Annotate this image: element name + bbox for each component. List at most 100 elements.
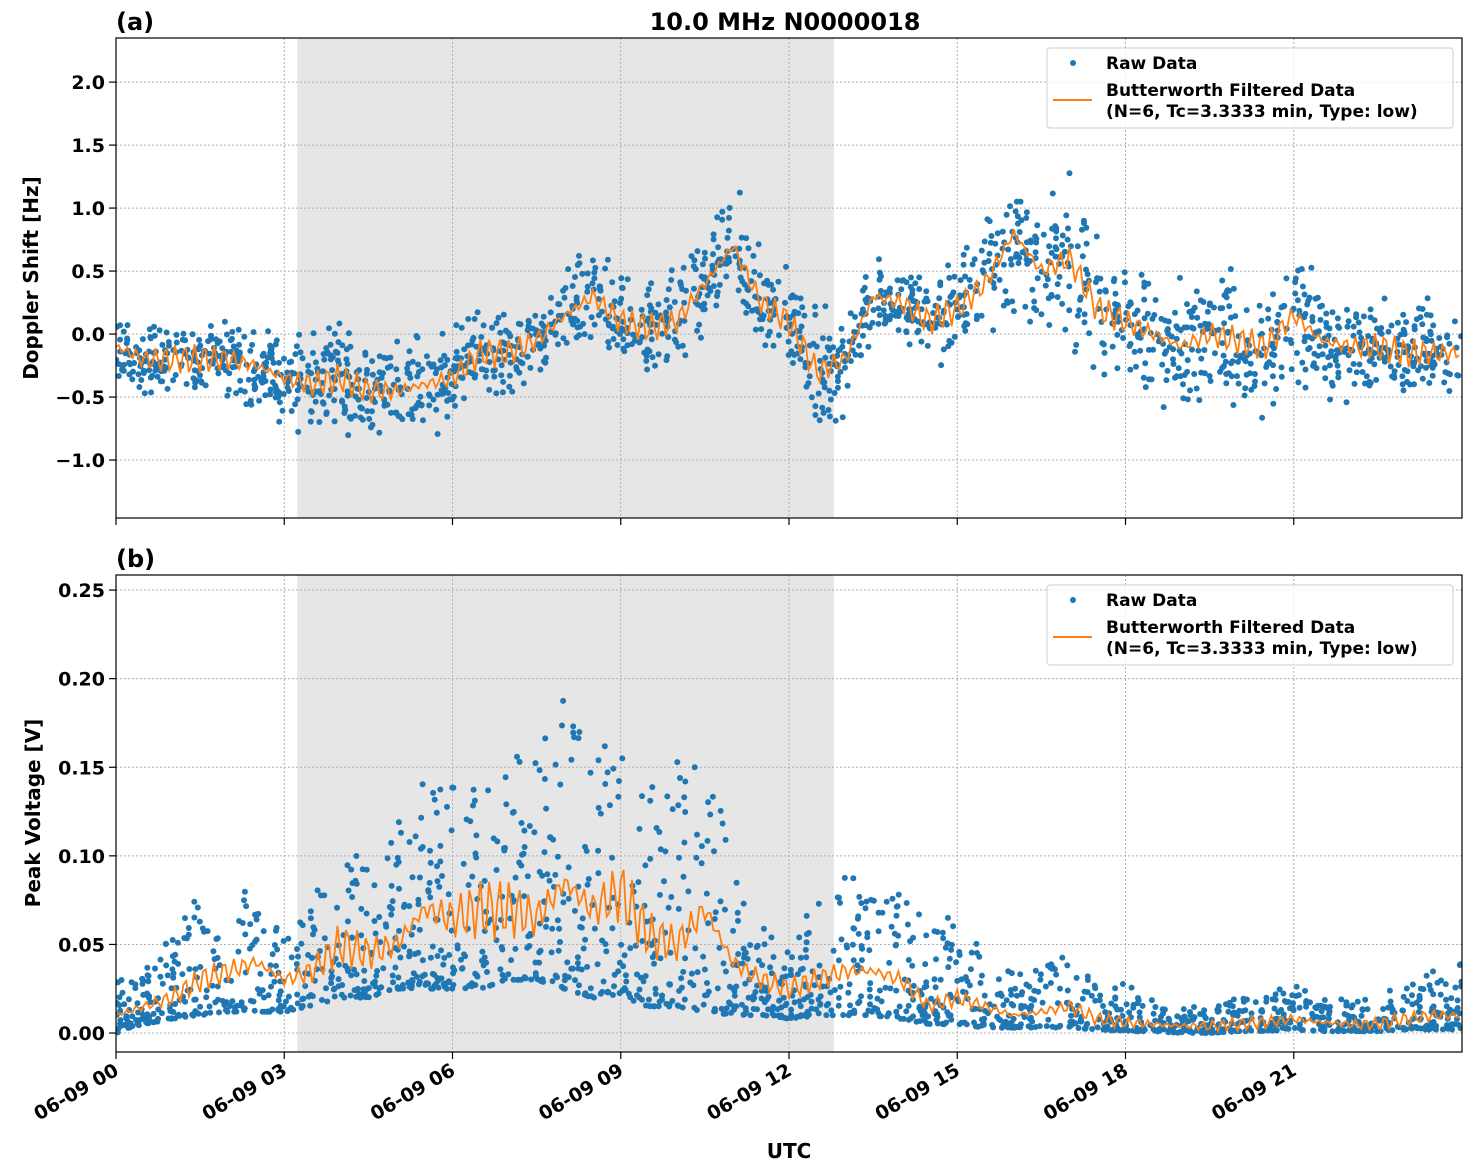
raw-data-point [893, 987, 900, 994]
raw-data-point [602, 781, 609, 787]
raw-data-point [1447, 371, 1453, 378]
raw-data-point [521, 974, 528, 981]
raw-data-point [1108, 1000, 1115, 1007]
raw-data-point [230, 343, 237, 350]
raw-data-point [363, 910, 370, 917]
raw-data-point [1180, 395, 1187, 402]
raw-data-point [950, 923, 957, 930]
raw-data-point [784, 949, 791, 956]
raw-data-point [1063, 212, 1070, 219]
raw-data-point [285, 935, 292, 942]
raw-data-point [406, 839, 413, 845]
raw-data-point [116, 1000, 120, 1007]
raw-data-point [1135, 1028, 1142, 1035]
raw-data-point [710, 283, 717, 290]
raw-data-point [380, 965, 387, 972]
raw-data-point [135, 371, 142, 378]
raw-data-point [1305, 297, 1312, 304]
raw-data-point [276, 399, 283, 406]
raw-data-point [1409, 981, 1416, 988]
raw-data-point [388, 911, 395, 918]
raw-data-point [273, 962, 279, 969]
raw-data-point [1148, 997, 1155, 1004]
raw-data-point [915, 327, 922, 334]
raw-data-point [361, 967, 368, 974]
raw-data-point [182, 998, 189, 1005]
raw-data-point [1031, 298, 1038, 305]
raw-data-point [233, 390, 240, 397]
raw-data-point [1184, 357, 1191, 364]
raw-data-point [1367, 314, 1374, 321]
raw-data-point [570, 321, 576, 328]
raw-data-point [1360, 313, 1367, 320]
raw-data-point [375, 990, 382, 997]
raw-data-point [1458, 333, 1462, 340]
raw-data-point [572, 977, 578, 984]
raw-data-point [1387, 998, 1394, 1005]
raw-data-point [1076, 307, 1083, 314]
raw-data-point [214, 935, 221, 942]
raw-data-point [347, 343, 354, 350]
raw-data-point [451, 967, 458, 974]
raw-data-point [409, 977, 416, 983]
raw-data-point [398, 829, 404, 836]
raw-data-point [502, 774, 509, 781]
raw-data-point [550, 836, 557, 843]
raw-data-point [1297, 1025, 1304, 1032]
raw-data-point [832, 417, 839, 424]
raw-data-point [910, 1013, 917, 1020]
raw-data-point [650, 1003, 657, 1010]
raw-data-point [392, 409, 399, 416]
raw-data-point [711, 1005, 718, 1012]
raw-data-point [905, 1002, 912, 1009]
raw-data-point [1219, 340, 1226, 347]
raw-data-point [1270, 362, 1276, 369]
raw-data-point [374, 968, 381, 974]
raw-data-point [480, 984, 486, 991]
raw-data-point [1004, 298, 1010, 305]
raw-data-point [894, 1013, 901, 1020]
raw-data-point [446, 396, 453, 403]
raw-data-point [677, 775, 683, 781]
raw-data-point [1371, 361, 1378, 368]
y-tick-label: 0.5 [71, 261, 105, 283]
raw-data-point [714, 214, 721, 221]
raw-data-point [1097, 992, 1104, 999]
raw-data-point [491, 367, 498, 373]
raw-data-point [786, 314, 793, 321]
raw-data-point [709, 793, 716, 800]
raw-data-point [798, 323, 805, 330]
raw-data-point [197, 1003, 204, 1010]
raw-data-point [903, 1008, 910, 1015]
raw-data-point [964, 321, 971, 328]
raw-data-point [1126, 343, 1133, 349]
raw-data-point [219, 345, 226, 352]
raw-data-point [517, 321, 524, 328]
raw-data-point [624, 342, 631, 349]
raw-data-point [190, 375, 197, 382]
raw-data-point [1173, 335, 1180, 342]
raw-data-point [505, 971, 512, 978]
raw-data-point [1048, 249, 1055, 256]
raw-data-point [307, 908, 314, 915]
raw-data-point [723, 1005, 730, 1012]
raw-data-point [1454, 1005, 1461, 1011]
raw-data-point [434, 878, 441, 885]
raw-data-point [948, 339, 955, 346]
raw-data-point [577, 923, 584, 930]
raw-data-point [754, 982, 761, 989]
raw-data-point [406, 953, 412, 960]
raw-data-point [472, 371, 479, 378]
y-tick-label: 0.10 [58, 846, 105, 868]
raw-data-point [288, 408, 295, 414]
raw-data-point [844, 944, 850, 951]
raw-data-point [666, 981, 673, 988]
raw-data-point [341, 994, 348, 1001]
raw-data-point [1252, 378, 1258, 385]
raw-data-point [519, 360, 526, 367]
raw-data-point [125, 996, 132, 1003]
raw-data-point [512, 945, 519, 952]
raw-data-point [1381, 295, 1388, 302]
y-tick-label: 0.0 [71, 324, 105, 346]
